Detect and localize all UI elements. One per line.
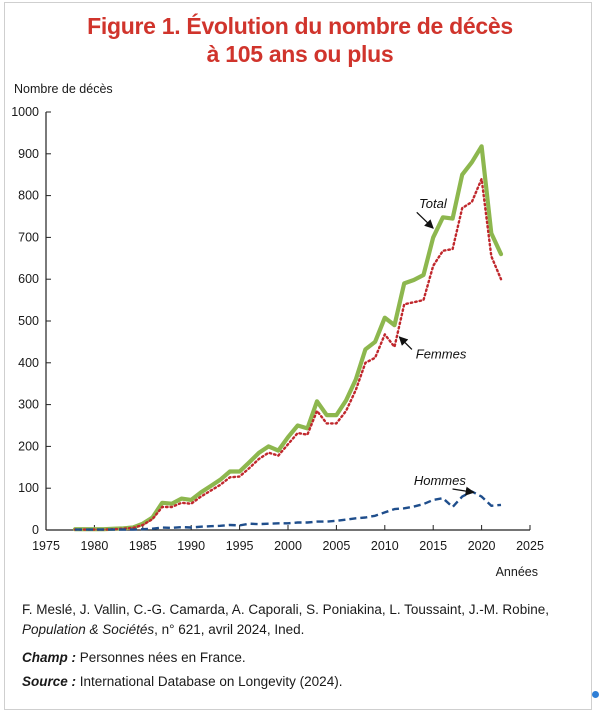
y-tick-label: 300 xyxy=(18,398,39,412)
x-tick-label: 1990 xyxy=(177,539,205,553)
title-line-2: à 105 ans ou plus xyxy=(206,41,394,67)
y-tick-label: 500 xyxy=(18,314,39,328)
champ-label: Champ : xyxy=(22,650,76,665)
y-tick-label: 900 xyxy=(18,147,39,161)
figure-notes: F. Meslé, J. Vallin, C.-G. Camarda, A. C… xyxy=(22,600,592,692)
y-tick-label: 700 xyxy=(18,230,39,244)
chart: Nombre de décès Années 0 100 200 300 400 500 6… xyxy=(11,82,544,579)
source-label: Source : xyxy=(22,674,77,689)
x-axis-label: Années xyxy=(496,565,538,579)
y-axis-label: Nombre de décès xyxy=(14,82,113,96)
figure-title: Figure 1. Évolution du nombre de décès à… xyxy=(0,12,600,68)
x-tick-label: 1980 xyxy=(80,539,108,553)
y-tick-label: 800 xyxy=(18,189,39,203)
y-tick-label: 0 xyxy=(32,523,39,537)
authors: F. Meslé, J. Vallin, C.-G. Camarda, A. C… xyxy=(22,602,549,617)
x-tick-label: 2020 xyxy=(468,539,496,553)
authors-line: F. Meslé, J. Vallin, C.-G. Camarda, A. C… xyxy=(22,600,592,620)
annotation-arrow-femmes xyxy=(398,336,413,350)
y-tick-label: 200 xyxy=(18,439,39,453)
source-line: Source : International Database on Longe… xyxy=(22,672,592,692)
publication-details: , n° 621, avril 2024, Ined. xyxy=(154,622,305,637)
page-indicator-dot xyxy=(592,691,599,698)
x-tick-label: 1975 xyxy=(32,539,60,553)
annotation-arrow-total xyxy=(416,211,434,229)
x-tick-label: 1985 xyxy=(129,539,157,553)
x-tick-label: 2025 xyxy=(516,539,544,553)
source-text: International Database on Longevity (202… xyxy=(76,674,343,689)
annotation-arrow-hommes xyxy=(452,486,475,496)
series-line-femmes xyxy=(73,177,503,531)
y-tick-label: 600 xyxy=(18,272,39,286)
annotation-total: Total xyxy=(419,196,448,211)
publication-title: Population & Sociétés xyxy=(22,622,155,637)
x-tick-label: 2000 xyxy=(274,539,302,553)
annotation-hommes: Hommes xyxy=(414,473,467,488)
publication-line: Population & Sociétés, n° 621, avril 202… xyxy=(22,620,592,640)
champ-line: Champ : Personnes nées en France. xyxy=(22,648,592,668)
title-line-1: Figure 1. Évolution du nombre de décès xyxy=(87,13,513,39)
x-tick-label: 1995 xyxy=(226,539,254,553)
annotation-group: Total Femmes Hommes xyxy=(398,196,475,496)
x-tick-label: 2005 xyxy=(322,539,350,553)
series-group xyxy=(72,144,504,532)
annotation-femmes: Femmes xyxy=(416,347,467,362)
series-line-hommes xyxy=(75,490,502,531)
y-tick-label: 400 xyxy=(18,356,39,370)
y-tick-label: 1000 xyxy=(11,105,39,119)
x-tick-label: 2015 xyxy=(419,539,447,553)
x-tick-label: 2010 xyxy=(371,539,399,553)
figure-frame xyxy=(4,2,592,710)
champ-text: Personnes nées en France. xyxy=(76,650,246,665)
y-tick-label: 100 xyxy=(18,481,39,495)
